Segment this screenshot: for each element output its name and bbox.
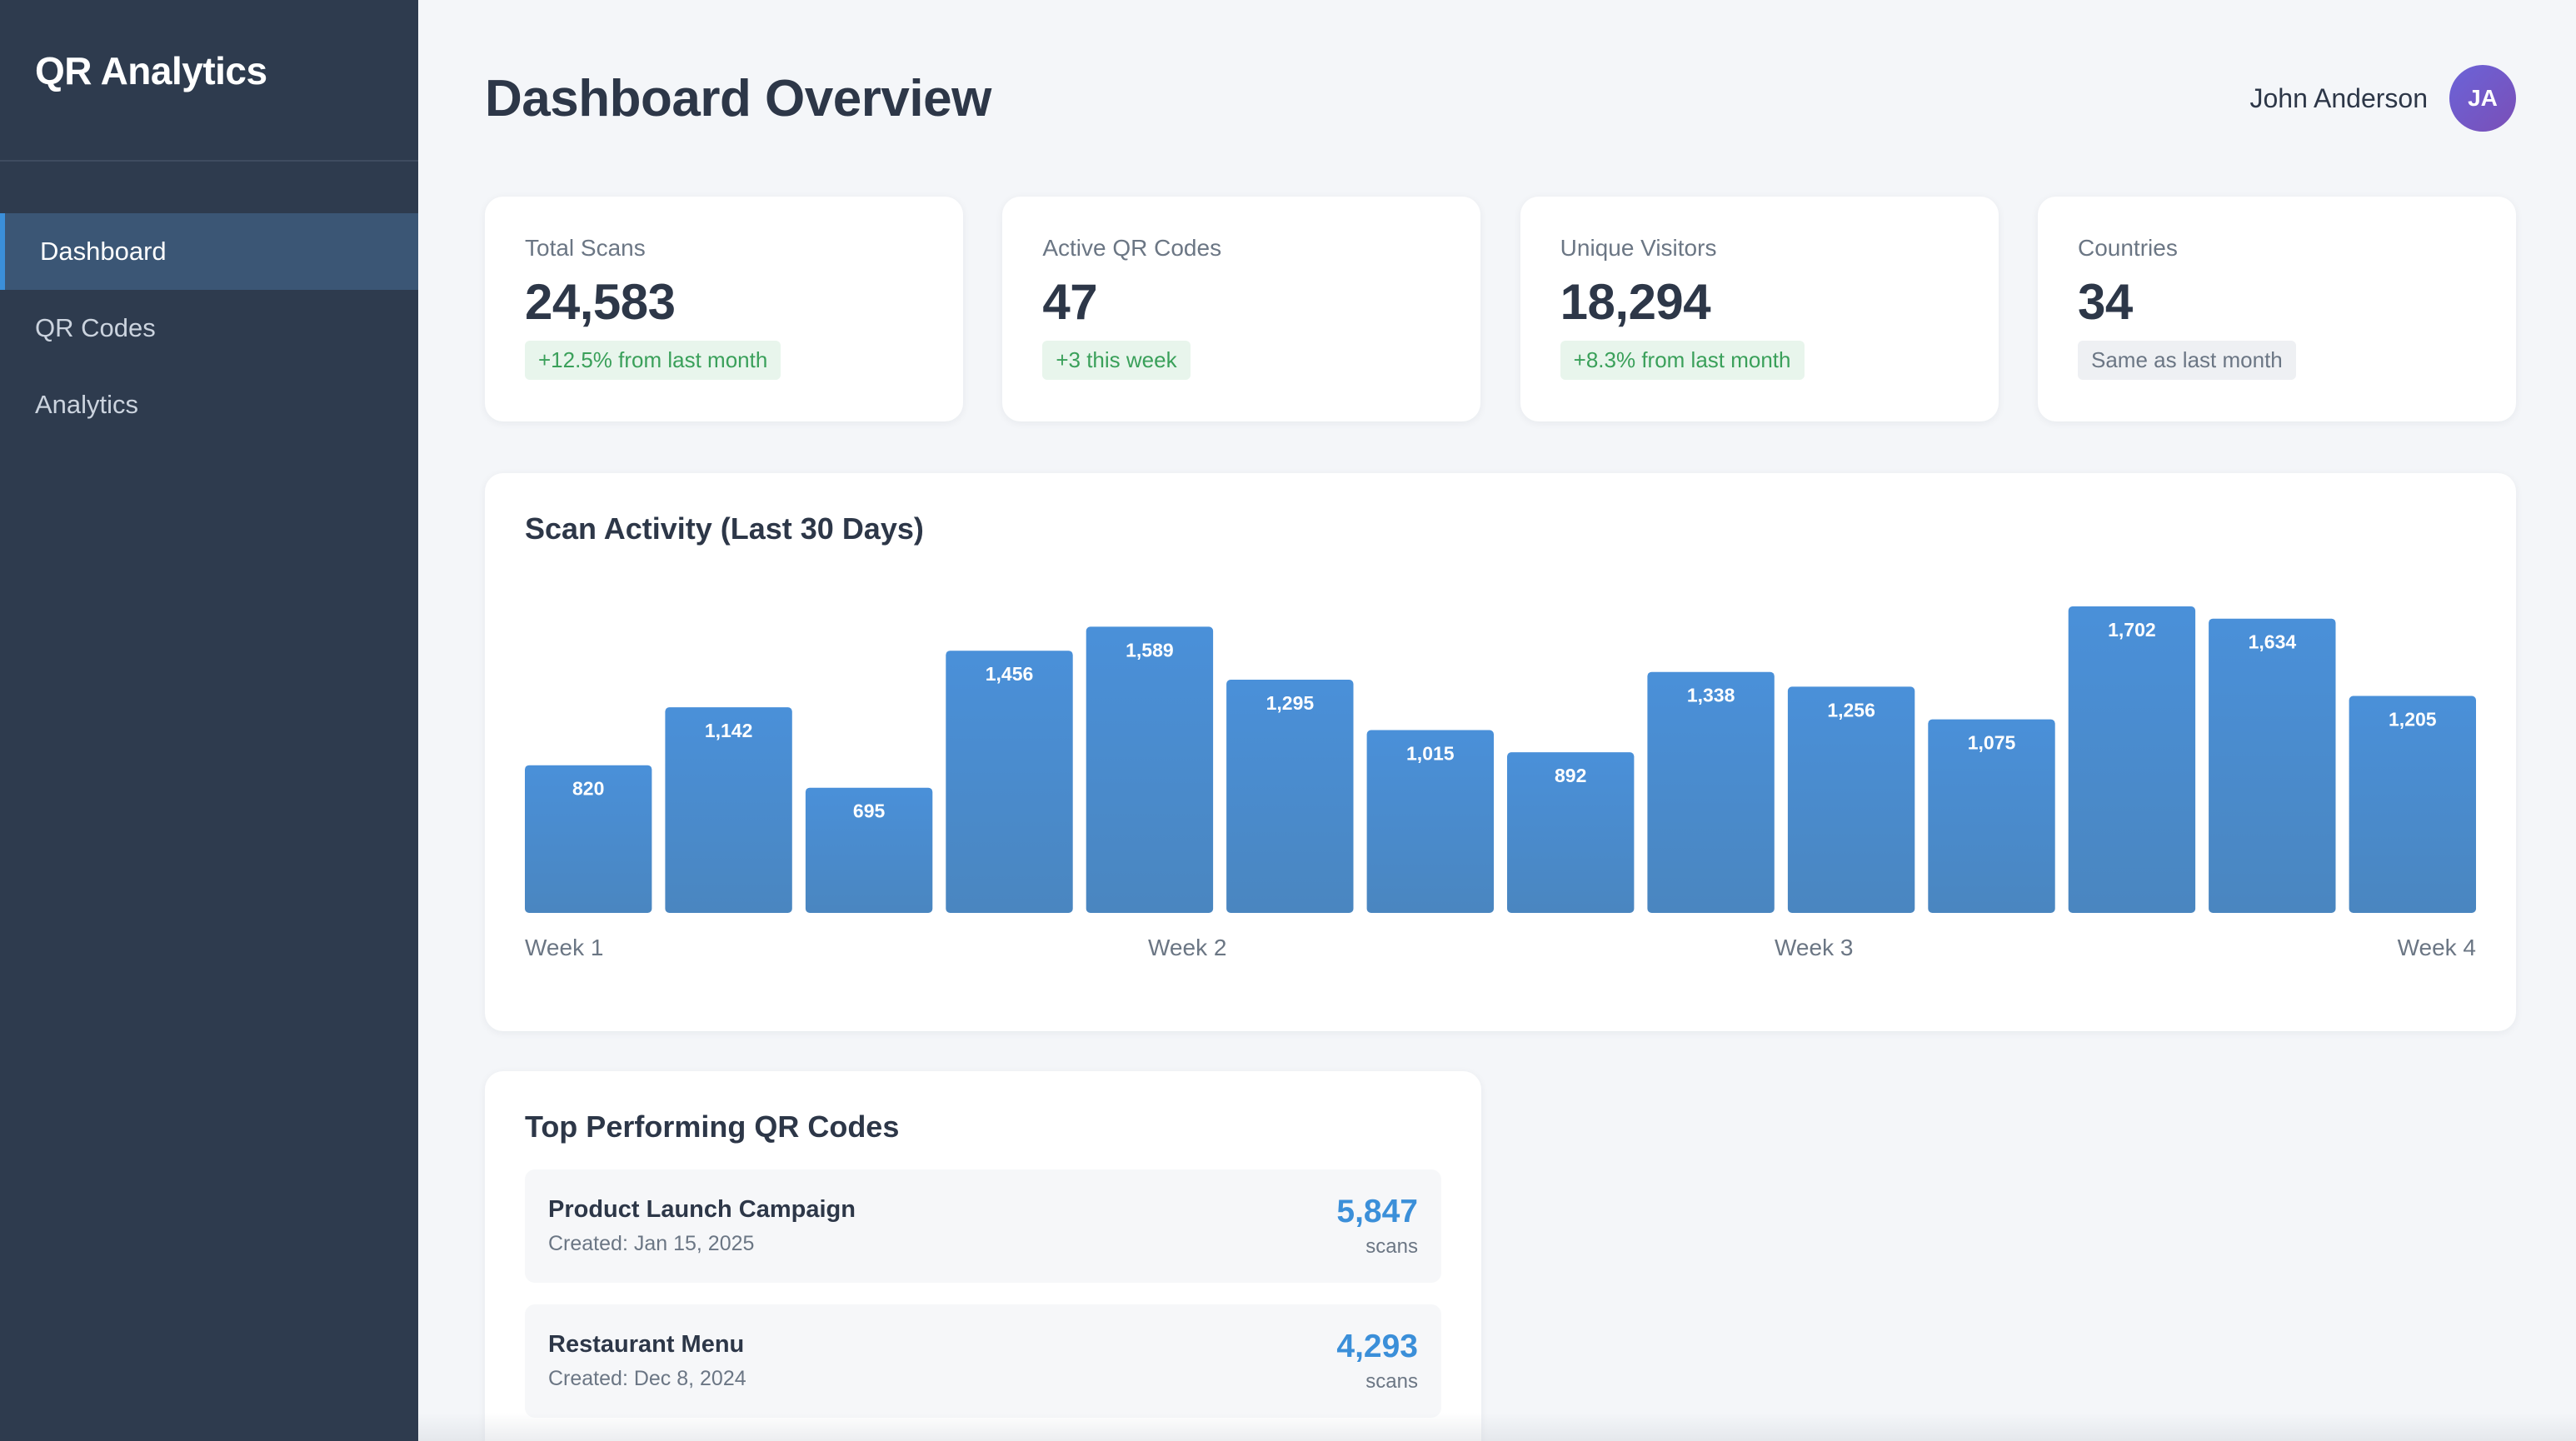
stat-label: Countries	[2077, 235, 2178, 261]
stat-value: 24,583	[525, 274, 676, 330]
qr-item-unit: scans	[1365, 1370, 1418, 1393]
stat-value: 47	[1042, 274, 1098, 330]
chart-bar[interactable]	[1647, 671, 1775, 913]
chart-data-label: 820	[572, 778, 604, 800]
qr-item-info: Restaurant Menu Created: Dec 8, 2024	[548, 1331, 746, 1391]
qr-item-info: Product Launch Campaign Created: Jan 15,…	[548, 1196, 856, 1256]
chart-data-label: 1,142	[705, 720, 753, 741]
chart-bar[interactable]	[1086, 626, 1214, 913]
x-axis-labels: Week 1 Week 2 Week 3 Week 4	[525, 935, 2476, 985]
stat-change-badge: +8.3% from last month	[1560, 341, 1805, 380]
chart-data-label: 1,015	[1406, 743, 1455, 765]
chart-bar[interactable]	[1507, 752, 1635, 913]
sidebar: QR Analytics Dashboard QR Codes Analytic…	[0, 0, 418, 1441]
stat-value: 34	[2077, 274, 2133, 330]
main-content: Dashboard Overview John Anderson JA Tota…	[418, 0, 2576, 1441]
top-qr-codes-card: Top Performing QR Codes Product Launch C…	[485, 1071, 1481, 1441]
stat-change-badge: Same as last month	[2077, 341, 2296, 380]
x-tick-label: Week 3	[1775, 935, 1854, 960]
chart-data-label: 1,634	[2249, 631, 2297, 653]
header: Dashboard Overview John Anderson JA	[485, 0, 2516, 197]
user-menu[interactable]: John Anderson JA	[2249, 65, 2516, 132]
stat-label: Total Scans	[525, 235, 646, 261]
chart-bar[interactable]	[805, 787, 933, 913]
chart-bar[interactable]	[946, 651, 1073, 913]
x-tick-label: Week 2	[1148, 935, 1227, 960]
qr-item-stats: 5,847 scans	[1336, 1194, 1418, 1259]
sidebar-item-qr-codes[interactable]: QR Codes	[35, 313, 156, 342]
chart-data-label: 1,256	[1827, 699, 1875, 720]
chart-bar[interactable]	[1787, 686, 1915, 913]
x-tick-label: Week 1	[525, 935, 604, 960]
stat-label: Unique Visitors	[1560, 235, 1717, 261]
stat-card-countries: Countries 34 Same as last month	[2037, 197, 2516, 421]
chart-data-label: 1,456	[986, 663, 1034, 685]
avatar[interactable]: JA	[2449, 65, 2516, 132]
x-tick-label: Week 4	[2397, 935, 2476, 960]
stat-card-unique-visitors: Unique Visitors 18,294 +8.3% from last m…	[1520, 197, 1999, 421]
sidebar-nav: Dashboard QR Codes Analytics	[0, 213, 418, 443]
sidebar-item-analytics[interactable]: Analytics	[35, 390, 139, 419]
chart-bar[interactable]	[2349, 696, 2476, 914]
sidebar-item-dashboard[interactable]: Dashboard	[0, 213, 418, 290]
list-item[interactable]: Restaurant Menu Created: Dec 8, 2024 4,2…	[525, 1304, 1441, 1418]
top-codes-title: Top Performing QR Codes	[525, 1109, 900, 1144]
chart-title: Scan Activity (Last 30 Days)	[525, 511, 924, 546]
stat-value: 18,294	[1560, 274, 1711, 330]
chart-bar[interactable]	[1928, 719, 2055, 913]
bar-chart: 820 1,142 695 1,456 1,589 1,295 1,015 892 1,338 1…	[525, 571, 2476, 913]
chart-bar[interactable]	[1366, 730, 1494, 914]
bar-chart-svg: 820 1,142 695 1,456 1,589 1,295 1,015 892 1,338 1…	[525, 606, 2476, 914]
stats-row: Total Scans 24,583 +12.5% from last mont…	[485, 197, 2516, 421]
scan-activity-card: Scan Activity (Last 30 Days) 820 1,142 695…	[485, 473, 2516, 1031]
stat-label: Active QR Codes	[1042, 235, 1222, 261]
qr-item-name: Restaurant Menu	[548, 1331, 745, 1358]
qr-item-name: Product Launch Campaign	[548, 1196, 856, 1223]
chart-data-label: 1,589	[1126, 639, 1174, 661]
scroll-fade	[418, 1413, 2576, 1441]
chart-bar[interactable]	[525, 765, 652, 913]
qr-item-unit: scans	[1365, 1235, 1418, 1258]
chart-bar[interactable]	[665, 707, 792, 913]
stat-change-badge: +3 this week	[1042, 341, 1191, 380]
app-title: QR Analytics	[0, 0, 418, 162]
qr-item-scans: 5,847	[1336, 1194, 1418, 1229]
page-title: Dashboard Overview	[485, 69, 991, 127]
chart-bar[interactable]	[2068, 606, 2196, 913]
chart-data-label: 1,702	[2108, 619, 2156, 641]
chart-bar[interactable]	[2209, 618, 2336, 913]
chart-bar[interactable]	[1226, 680, 1354, 913]
qr-item-stats: 4,293 scans	[1336, 1329, 1418, 1394]
stat-card-active-qr-codes: Active QR Codes 47 +3 this week	[1002, 197, 1481, 421]
qr-item-created: Created: Jan 15, 2025	[548, 1232, 755, 1255]
qr-item-created: Created: Dec 8, 2024	[548, 1367, 746, 1390]
stat-change-badge: +12.5% from last month	[525, 341, 781, 380]
chart-data-label: 1,338	[1687, 685, 1735, 706]
user-name: John Anderson	[2249, 82, 2429, 113]
list-item[interactable]: Product Launch Campaign Created: Jan 15,…	[525, 1169, 1441, 1283]
chart-data-label: 695	[853, 800, 886, 822]
chart-data-label: 1,205	[2389, 709, 2437, 730]
stat-card-total-scans: Total Scans 24,583 +12.5% from last mont…	[485, 197, 963, 421]
chart-data-label: 892	[1555, 765, 1586, 786]
chart-data-label: 1,075	[1968, 732, 2016, 754]
chart-data-label: 1,295	[1266, 692, 1315, 714]
qr-item-scans: 4,293	[1336, 1329, 1418, 1364]
